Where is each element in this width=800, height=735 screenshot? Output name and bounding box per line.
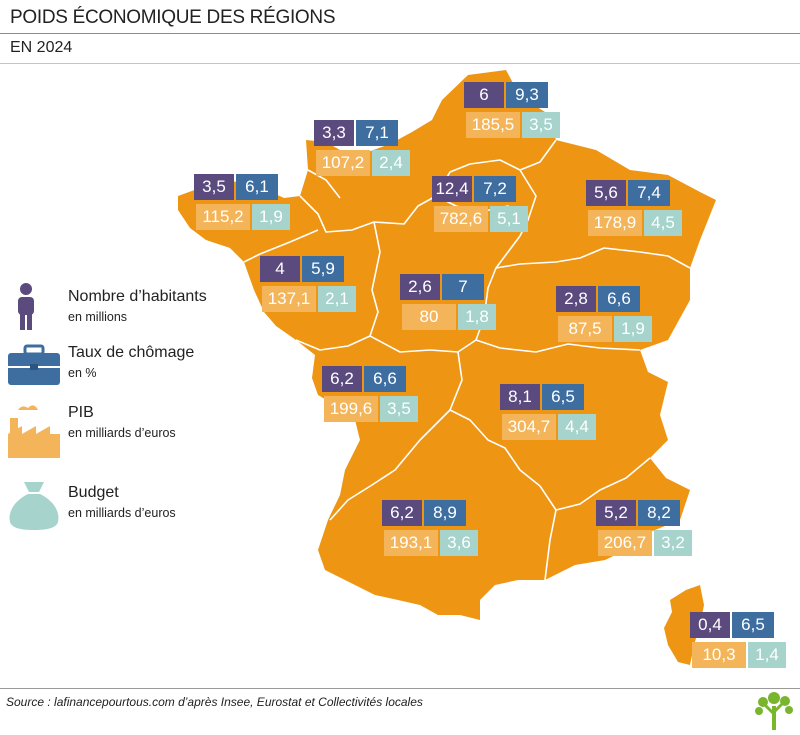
legend-sublabel: en millions (68, 310, 128, 324)
pib-value: 185,5 (466, 112, 520, 138)
legend-sublabel: en % (68, 366, 97, 380)
chomage-value: 9,3 (506, 82, 548, 108)
budget-value: 4,5 (644, 210, 682, 236)
population-value: 2,8 (556, 286, 596, 312)
population-value: 4 (260, 256, 300, 282)
factory-icon (6, 404, 62, 465)
budget-value: 3,5 (522, 112, 560, 138)
pib-value: 193,1 (384, 530, 438, 556)
page-subtitle: EN 2024 (10, 39, 73, 56)
region-block: 3,3 7,1 107,2 2,4 (314, 120, 474, 180)
legend-label: PIB (68, 404, 94, 421)
chomage-value: 8,2 (638, 500, 680, 526)
population-value: 6,2 (382, 500, 422, 526)
population-value: 0,4 (690, 612, 730, 638)
region-block: 2,8 6,6 87,5 1,9 (556, 286, 716, 346)
budget-value: 1,4 (748, 642, 786, 668)
budget-value: 3,2 (654, 530, 692, 556)
pib-value: 206,7 (598, 530, 652, 556)
budget-value: 1,8 (458, 304, 496, 330)
legend-sublabel: en milliards d’euros (68, 426, 176, 440)
source-note: Source : lafinancepourtous.com d’après I… (6, 695, 423, 709)
region-block: 6,2 8,9 193,1 3,6 (382, 500, 542, 560)
person-icon (16, 282, 36, 337)
budget-value: 3,5 (380, 396, 418, 422)
subtitle-divider (0, 63, 800, 64)
population-value: 8,1 (500, 384, 540, 410)
budget-value: 5,1 (490, 206, 528, 232)
pib-value: 782,6 (434, 206, 488, 232)
chomage-value: 6,6 (598, 286, 640, 312)
chomage-value: 6,6 (364, 366, 406, 392)
budget-value: 2,1 (318, 286, 356, 312)
region-block: 6 9,3 185,5 3,5 (464, 82, 624, 142)
briefcase-icon (6, 344, 62, 391)
region-block: 12,4 7,2 782,6 5,1 (432, 176, 592, 236)
chomage-value: 7,1 (356, 120, 398, 146)
chomage-value: 7 (442, 274, 484, 300)
population-value: 5,6 (586, 180, 626, 206)
pib-value: 107,2 (316, 150, 370, 176)
population-value: 6,2 (322, 366, 362, 392)
pib-value: 199,6 (324, 396, 378, 422)
legend-label: Nombre d’habitants (68, 288, 207, 305)
pib-value: 10,3 (692, 642, 746, 668)
chomage-value: 7,2 (474, 176, 516, 202)
title-divider (0, 33, 800, 34)
population-value: 6 (464, 82, 504, 108)
budget-value: 1,9 (614, 316, 652, 342)
region-block: 2,6 7 80 1,8 (400, 274, 560, 334)
legend-sublabel: en milliards d’euros (68, 506, 176, 520)
pib-value: 87,5 (558, 316, 612, 342)
population-value: 3,5 (194, 174, 234, 200)
budget-value: 3,6 (440, 530, 478, 556)
chomage-value: 6,5 (732, 612, 774, 638)
chomage-value: 8,9 (424, 500, 466, 526)
region-block: 3,5 6,1 115,2 1,9 (194, 174, 354, 234)
footer-divider (0, 688, 800, 689)
pib-value: 137,1 (262, 286, 316, 312)
region-block: 5,6 7,4 178,9 4,5 (586, 180, 746, 240)
pib-value: 80 (402, 304, 456, 330)
population-value: 2,6 (400, 274, 440, 300)
tree-logo-icon (752, 690, 796, 735)
budget-value: 1,9 (252, 204, 290, 230)
pib-value: 304,7 (502, 414, 556, 440)
legend-label: Taux de chômage (68, 344, 195, 361)
region-block: 6,2 6,6 199,6 3,5 (322, 366, 482, 426)
population-value: 3,3 (314, 120, 354, 146)
pib-value: 115,2 (196, 204, 250, 230)
chomage-value: 6,5 (542, 384, 584, 410)
money-bag-icon (6, 478, 62, 535)
region-block: 5,2 8,2 206,7 3,2 (596, 500, 756, 560)
population-value: 12,4 (432, 176, 472, 202)
chomage-value: 6,1 (236, 174, 278, 200)
legend-label: Budget (68, 484, 119, 501)
pib-value: 178,9 (588, 210, 642, 236)
region-block: 8,1 6,5 304,7 4,4 (500, 384, 660, 444)
page-title: POIDS ÉCONOMIQUE DES RÉGIONS (10, 7, 336, 28)
region-block: 0,4 6,5 10,3 1,4 (690, 612, 800, 672)
population-value: 5,2 (596, 500, 636, 526)
region-block: 4 5,9 137,1 2,1 (260, 256, 420, 316)
chomage-value: 5,9 (302, 256, 344, 282)
budget-value: 4,4 (558, 414, 596, 440)
budget-value: 2,4 (372, 150, 410, 176)
chomage-value: 7,4 (628, 180, 670, 206)
